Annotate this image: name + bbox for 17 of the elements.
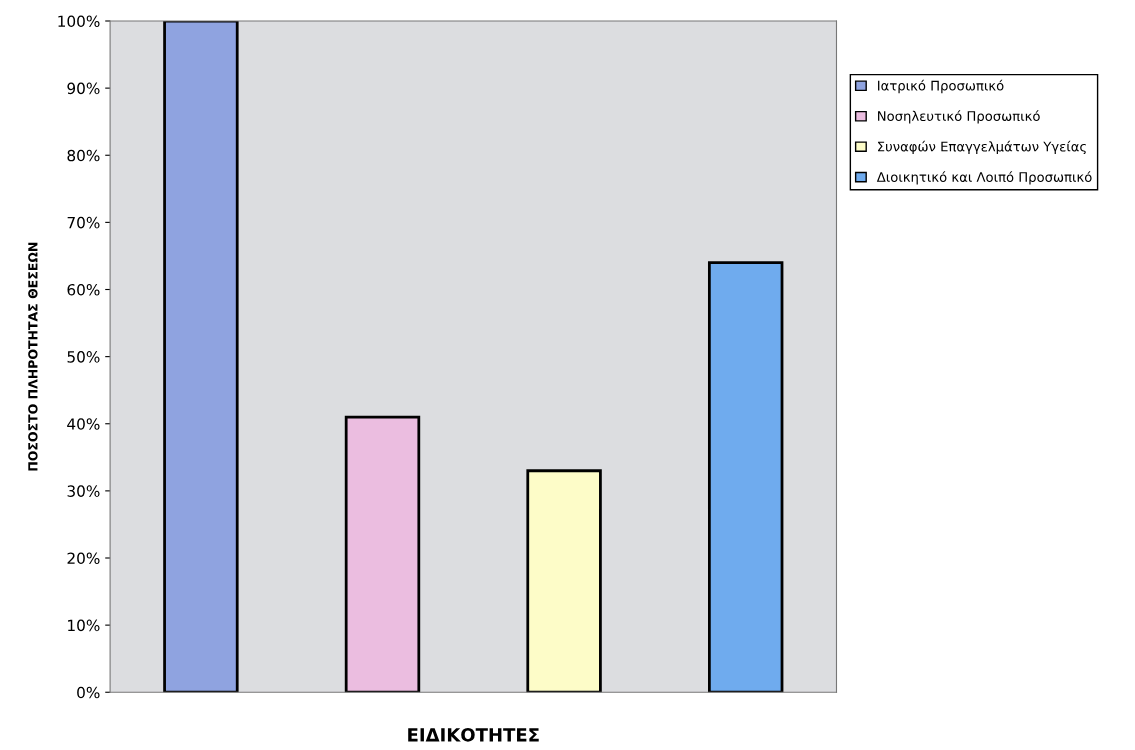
y-tick-label: 80% (67, 149, 100, 162)
y-tick-label: 10% (68, 619, 100, 632)
legend-label: Συναφών Επαγγελμάτων Υγείας (878, 140, 1086, 155)
legend-label: Νοσηλευτικό Προσωπικό (878, 110, 1040, 124)
y-tick-label: 30% (67, 485, 100, 497)
y-axis-title: ΠΟΣΟΣΤΟ ΠΛΗΡΟΤΗΤΑΣ ΘΕΣΕΩΝ (28, 242, 38, 471)
y-tick-label: 0% (77, 686, 100, 699)
legend-label: Ιατρικό Προσωπικό (878, 79, 1004, 94)
y-tick-label: 40% (67, 418, 100, 430)
x-axis-title: ΕΙΔΙΚΟΤΗΤΕΣ (408, 727, 539, 742)
y-tick-label: 100% (58, 15, 100, 28)
y-tick-label: 20% (67, 552, 100, 565)
y-tick-label: 70% (67, 216, 100, 229)
legend-label: Διοικητικό και Λοιπό Προσωπικό (876, 171, 1092, 185)
y-tick-label: 60% (67, 283, 100, 296)
y-tick-label: 90% (67, 82, 100, 95)
y-tick-label: 50% (67, 351, 100, 363)
